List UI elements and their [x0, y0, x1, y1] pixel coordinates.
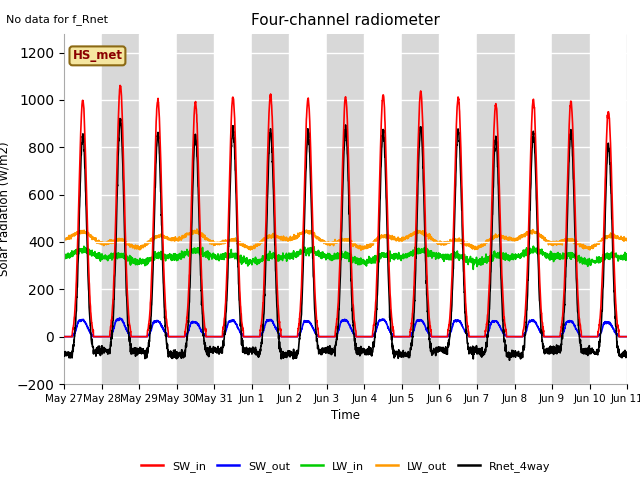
- LW_out: [276, 235, 284, 240]
- Bar: [289, 34, 327, 384]
- Line: LW_in: LW_in: [64, 246, 627, 269]
- LW_out: [301, 229, 308, 235]
- Bar: [440, 34, 477, 384]
- Line: SW_in: SW_in: [64, 85, 627, 336]
- SW_in: [301, 182, 308, 188]
- Bar: [327, 34, 364, 384]
- LW_out: [124, 241, 132, 247]
- Bar: [402, 34, 440, 384]
- SW_out: [125, 330, 132, 336]
- X-axis label: Time: Time: [331, 409, 360, 422]
- SW_in: [552, 334, 559, 339]
- Title: Four-channel radiometer: Four-channel radiometer: [251, 13, 440, 28]
- Rnet_4way: [552, 345, 559, 350]
- Bar: [589, 34, 627, 384]
- SW_in: [125, 310, 132, 315]
- SW_out: [60, 334, 68, 339]
- LW_out: [60, 236, 68, 241]
- Bar: [214, 34, 252, 384]
- Rnet_4way: [506, 358, 513, 363]
- LW_out: [193, 226, 201, 232]
- Y-axis label: Solar radiation (W/m2): Solar radiation (W/m2): [0, 142, 11, 276]
- SW_out: [301, 319, 308, 325]
- Bar: [477, 34, 515, 384]
- LW_in: [124, 255, 132, 261]
- Bar: [515, 34, 552, 384]
- SW_out: [552, 334, 559, 339]
- LW_in: [552, 251, 559, 257]
- LW_in: [412, 243, 420, 249]
- LW_out: [552, 240, 559, 246]
- SW_in: [60, 334, 68, 339]
- Line: SW_out: SW_out: [64, 318, 627, 336]
- LW_in: [612, 253, 620, 259]
- Bar: [139, 34, 177, 384]
- Legend: SW_in, SW_out, LW_in, LW_out, Rnet_4way: SW_in, SW_out, LW_in, LW_out, Rnet_4way: [136, 457, 555, 477]
- Rnet_4way: [60, 353, 68, 359]
- SW_out: [612, 330, 620, 336]
- SW_in: [158, 197, 166, 203]
- LW_in: [469, 266, 477, 272]
- Text: No data for f_Rnet: No data for f_Rnet: [6, 14, 108, 25]
- Rnet_4way: [125, 329, 132, 335]
- LW_in: [158, 252, 166, 258]
- LW_out: [623, 237, 631, 243]
- Bar: [552, 34, 589, 384]
- SW_in: [623, 334, 631, 339]
- LW_out: [357, 247, 365, 253]
- Text: HS_met: HS_met: [72, 49, 122, 62]
- Rnet_4way: [116, 116, 124, 121]
- SW_out: [116, 315, 124, 321]
- Bar: [177, 34, 214, 384]
- LW_out: [612, 235, 620, 241]
- SW_in: [116, 83, 124, 88]
- Line: Rnet_4way: Rnet_4way: [64, 119, 627, 360]
- Bar: [364, 34, 402, 384]
- Bar: [64, 34, 102, 384]
- Rnet_4way: [158, 223, 166, 229]
- SW_out: [623, 334, 631, 339]
- LW_in: [276, 253, 284, 259]
- Bar: [102, 34, 139, 384]
- SW_out: [276, 332, 284, 337]
- SW_out: [158, 324, 166, 330]
- Rnet_4way: [612, 329, 620, 335]
- Rnet_4way: [276, 348, 284, 353]
- LW_out: [158, 233, 166, 239]
- Bar: [252, 34, 289, 384]
- Rnet_4way: [623, 350, 631, 356]
- Rnet_4way: [301, 214, 308, 219]
- LW_in: [60, 255, 68, 261]
- Line: LW_out: LW_out: [64, 229, 627, 250]
- LW_in: [300, 249, 308, 255]
- SW_in: [612, 307, 620, 312]
- LW_in: [623, 253, 631, 259]
- SW_in: [276, 326, 284, 332]
